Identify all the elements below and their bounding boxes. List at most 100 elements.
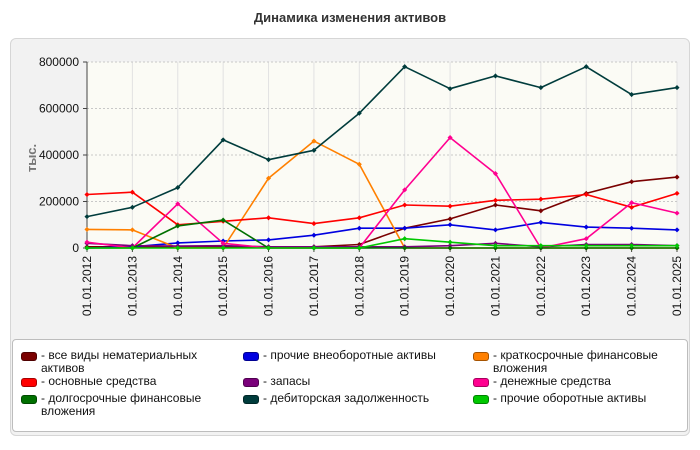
data-point-marker <box>492 73 499 79</box>
data-point-marker <box>674 174 680 180</box>
data-point-marker <box>447 203 453 209</box>
series-line-7 <box>86 65 678 218</box>
legend-item: - запасы <box>243 375 463 388</box>
data-point-marker <box>84 191 90 198</box>
data-point-marker <box>220 217 226 223</box>
y-tick-label: 600000 <box>39 102 79 116</box>
data-point-marker <box>129 227 135 233</box>
series-point-8 <box>356 245 362 251</box>
y-tick-label: 800000 <box>39 55 79 69</box>
legend-swatch <box>243 352 259 361</box>
data-point-marker <box>265 237 272 243</box>
legend-item: - дебиторская задолженность <box>243 392 463 405</box>
y-tick-label: 0 <box>72 241 79 255</box>
legend-swatch <box>21 395 37 404</box>
legend-item: - все виды нематериальных активов <box>21 349 241 375</box>
legend-label: - все виды нематериальных активов <box>41 348 198 375</box>
data-point-marker <box>175 201 181 207</box>
x-tick-label: 01.01.2014 <box>171 256 185 316</box>
series-point-8 <box>220 245 226 251</box>
series-point-5 <box>220 240 226 246</box>
x-tick-label: 01.01.2019 <box>398 256 412 316</box>
legend-item: - долгосрочные финансовые вложения <box>21 392 241 418</box>
series-line-6 <box>87 219 677 249</box>
series-point-2 <box>356 161 362 167</box>
data-point-marker <box>175 185 181 191</box>
data-point-marker <box>265 175 272 181</box>
x-tick-label: 01.01.2024 <box>625 256 639 316</box>
legend-label: - краткосрочные финансовые вложения <box>493 348 658 375</box>
series-point-8 <box>265 245 272 251</box>
series-point-3 <box>447 203 453 209</box>
legend: - все виды нематериальных активов - прочи… <box>12 339 688 432</box>
plot-area <box>87 62 677 248</box>
series-point-2 <box>265 175 272 181</box>
series-point-5 <box>175 201 181 207</box>
y-axis-label: тыс. <box>24 144 39 172</box>
legend-swatch <box>473 378 489 387</box>
data-point-marker <box>311 147 317 153</box>
x-tick-label: 01.01.2020 <box>443 256 457 316</box>
series-point-7 <box>175 185 181 191</box>
data-point-marker <box>84 214 90 220</box>
legend-label: - прочие внеоборотные активы <box>263 348 436 362</box>
x-tick-label: 01.01.2025 <box>670 256 684 316</box>
series-point-0 <box>674 174 680 180</box>
series-point-8 <box>175 245 181 251</box>
y-tick-label: 200000 <box>39 195 79 209</box>
series-point-6 <box>220 217 226 223</box>
legend-item: - прочие оборотные активы <box>473 392 678 405</box>
data-point-marker <box>265 245 272 251</box>
legend-swatch <box>243 378 259 387</box>
x-tick-label: 01.01.2015 <box>216 256 230 316</box>
series-point-7 <box>311 147 317 153</box>
series-point-1 <box>356 225 362 231</box>
series-point-3 <box>129 189 135 195</box>
legend-swatch <box>21 378 37 387</box>
series-point-3 <box>84 191 90 198</box>
data-point-marker <box>129 204 135 210</box>
legend-swatch <box>243 395 259 404</box>
y-tick-label: 400000 <box>39 148 79 162</box>
plot-background <box>87 62 677 248</box>
data-point-marker <box>356 161 362 167</box>
series-point-1 <box>265 237 272 243</box>
data-point-marker <box>311 138 317 144</box>
legend-label: - дебиторская задолженность <box>263 391 430 405</box>
series-point-7 <box>84 214 90 220</box>
data-point-marker <box>220 240 226 246</box>
series-point-3 <box>583 191 589 198</box>
legend-item: - прочие внеоборотные активы <box>243 349 463 362</box>
legend-swatch <box>21 352 37 361</box>
series-line-8 <box>87 237 677 249</box>
legend-item: - краткосрочные финансовые вложения <box>473 349 678 375</box>
series-point-8 <box>129 245 135 251</box>
series-point-2 <box>84 226 90 232</box>
legend-label: - долгосрочные финансовые вложения <box>41 391 202 418</box>
data-point-marker <box>84 245 90 251</box>
data-point-marker <box>129 245 135 251</box>
data-point-marker <box>129 189 135 195</box>
data-point-marker <box>356 225 362 231</box>
x-tick-label: 01.01.2016 <box>262 256 276 316</box>
series-point-8 <box>84 245 90 251</box>
legend-swatch <box>473 395 489 404</box>
series-point-7 <box>220 137 226 143</box>
series-line-1 <box>86 221 678 249</box>
series-line-4 <box>86 242 678 248</box>
series-line-5 <box>86 136 678 249</box>
series-point-7 <box>492 73 499 79</box>
series-point-7 <box>129 204 135 210</box>
legend-label: - денежные средства <box>493 374 611 388</box>
data-point-marker <box>492 197 499 203</box>
series-point-2 <box>311 138 317 144</box>
line-chart: 0 200000 400000 600000 800000 01.01.2012 01.01… <box>24 55 684 316</box>
series-point-2 <box>129 227 135 233</box>
data-point-marker <box>84 226 90 232</box>
data-point-marker <box>175 245 181 251</box>
series-point-3 <box>492 197 499 203</box>
data-point-marker <box>84 239 90 245</box>
x-tick-label: 01.01.2018 <box>352 256 366 316</box>
data-point-marker <box>583 191 589 198</box>
x-tick-label: 01.01.2017 <box>307 256 321 316</box>
